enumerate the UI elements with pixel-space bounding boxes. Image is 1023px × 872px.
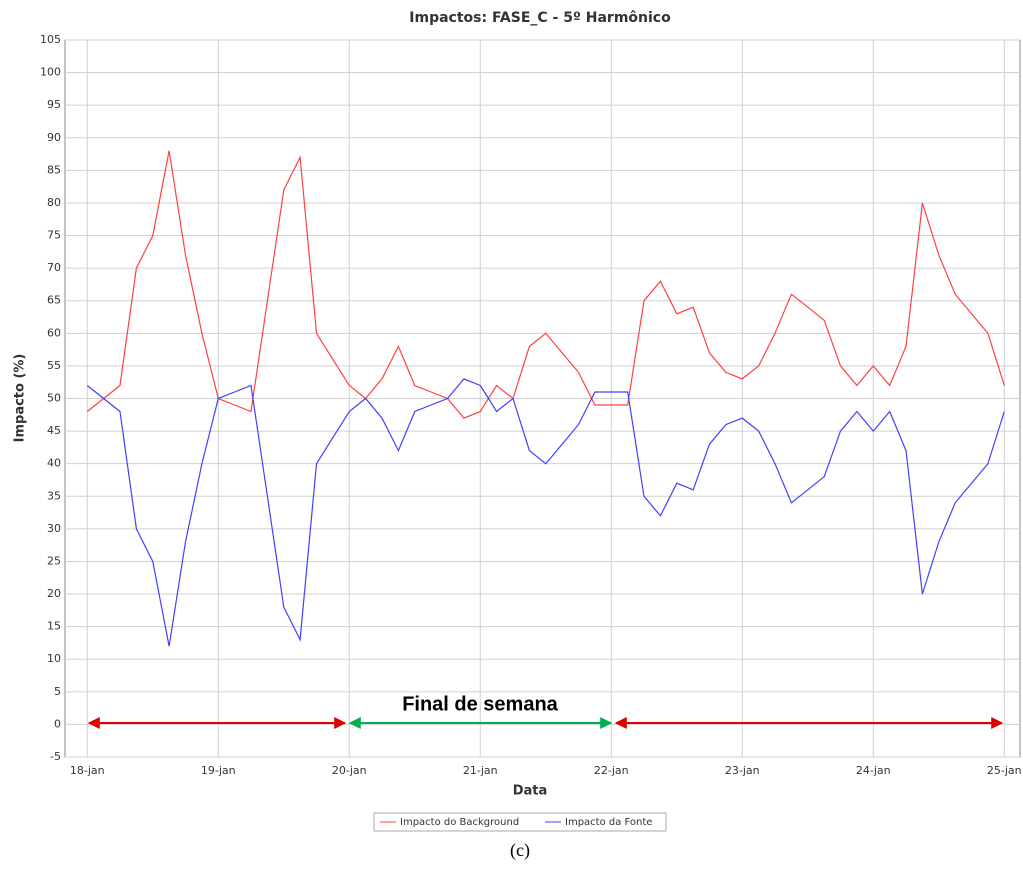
y-tick-label: 5 <box>54 685 61 698</box>
y-tick-label: 50 <box>47 392 61 405</box>
y-tick-label: 35 <box>47 489 61 502</box>
series-line <box>86 378 1005 647</box>
legend <box>373 812 667 832</box>
y-tick-label: 40 <box>47 457 61 470</box>
y-tick-label: 0 <box>54 717 61 730</box>
y-tick-label: 85 <box>47 163 61 176</box>
y-tick-label: 25 <box>47 554 61 567</box>
y-tick-label: 45 <box>47 424 61 437</box>
y-tick-label: 105 <box>40 33 61 46</box>
y-tick-label: 100 <box>40 66 61 79</box>
y-tick-label: 90 <box>47 131 61 144</box>
x-tick-label: 21-jan <box>463 764 498 777</box>
y-tick-label: 70 <box>47 261 61 274</box>
y-tick-label: 95 <box>47 98 61 111</box>
y-tick-label: -5 <box>50 750 61 763</box>
x-axis-label: Data <box>513 784 548 799</box>
x-tick-label: 24-jan <box>856 764 891 777</box>
y-tick-label: 30 <box>47 522 61 535</box>
y-tick-label: 10 <box>47 652 61 665</box>
legend-label: Impacto do Background <box>400 817 519 828</box>
y-tick-label: 60 <box>47 326 61 339</box>
y-axis-label: Impacto (%) <box>13 354 28 443</box>
caption: (c) <box>510 840 530 861</box>
legend-label: Impacto da Fonte <box>565 817 652 828</box>
y-tick-label: 75 <box>47 229 61 242</box>
y-tick-label: 65 <box>47 294 61 307</box>
chart-title: Impactos: FASE_C - 5º Harmônico <box>409 10 671 26</box>
x-tick-label: 23-jan <box>725 764 760 777</box>
annotation: Final de semana <box>402 693 558 715</box>
x-tick-label: 18-jan <box>70 764 105 777</box>
series-line <box>86 150 1005 419</box>
x-tick-label: 20-jan <box>332 764 367 777</box>
y-tick-label: 20 <box>47 587 61 600</box>
y-tick-label: 15 <box>47 620 61 633</box>
x-tick-label: 22-jan <box>594 764 629 777</box>
y-tick-label: 80 <box>47 196 61 209</box>
x-tick-label: 25-jan <box>987 764 1022 777</box>
y-tick-label: 55 <box>47 359 61 372</box>
x-tick-label: 19-jan <box>201 764 236 777</box>
